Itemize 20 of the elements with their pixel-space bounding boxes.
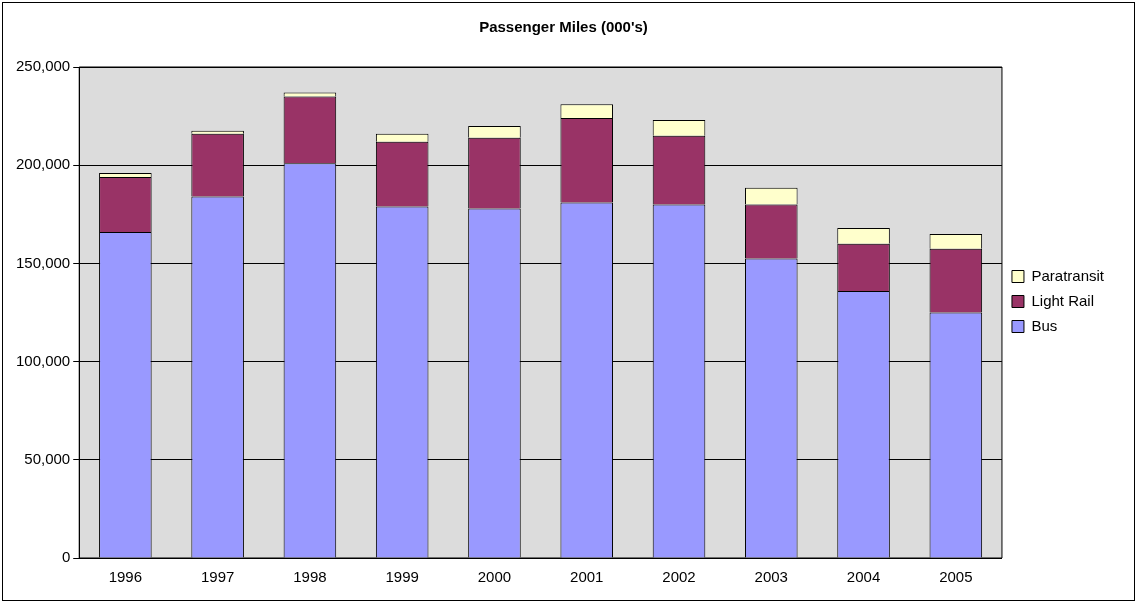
y-tick-label: 50,000 bbox=[24, 449, 71, 467]
x-tick-label: 1997 bbox=[200, 568, 235, 586]
legend-label: Light Rail bbox=[1031, 291, 1095, 309]
y-tick-label: 250,000 bbox=[15, 57, 71, 75]
x-tick-label: 2001 bbox=[570, 568, 604, 586]
x-tick-label: 2004 bbox=[846, 568, 881, 586]
legend-label: Paratransit bbox=[1031, 266, 1105, 284]
x-tick-label: 1996 bbox=[108, 568, 143, 586]
x-tick-label: 1999 bbox=[385, 568, 419, 586]
x-tick-label: 1998 bbox=[293, 568, 327, 586]
x-tick-label: 2005 bbox=[939, 568, 973, 586]
x-tick-label: 2003 bbox=[754, 568, 788, 586]
legend-label: Bus bbox=[1031, 316, 1058, 334]
y-tick-label: 0 bbox=[61, 548, 71, 566]
chart-title: Passenger Miles (000's) bbox=[479, 18, 648, 36]
y-tick-label: 200,000 bbox=[15, 155, 71, 173]
y-tick-label: 150,000 bbox=[15, 253, 71, 271]
x-tick-label: 2002 bbox=[662, 568, 696, 586]
x-tick-label: 2000 bbox=[477, 568, 512, 586]
y-tick-label: 100,000 bbox=[15, 351, 71, 369]
